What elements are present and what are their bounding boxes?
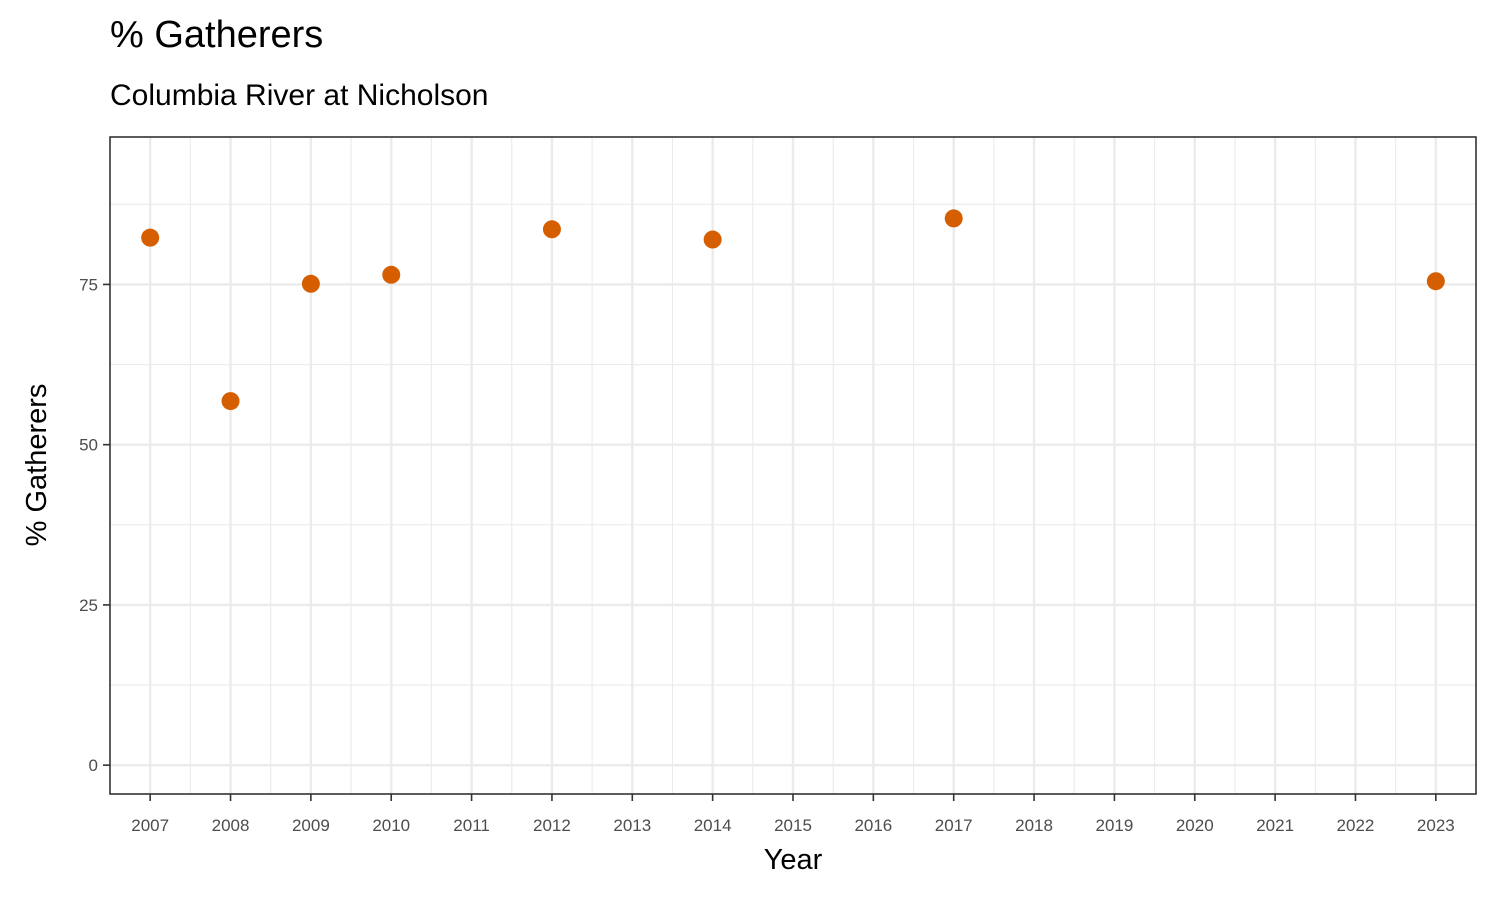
x-tick-label: 2010 bbox=[372, 816, 410, 835]
y-axis-title: % Gatherers bbox=[21, 384, 53, 547]
x-tick-label: 2020 bbox=[1176, 816, 1214, 835]
x-tick-label: 2013 bbox=[613, 816, 651, 835]
y-tick-label: 75 bbox=[79, 275, 98, 294]
chart-subtitle: Columbia River at Nicholson bbox=[110, 79, 489, 112]
minor-gridlines bbox=[110, 137, 1476, 794]
x-tick-label: 2021 bbox=[1256, 816, 1294, 835]
x-axis-title: Year bbox=[764, 844, 823, 876]
x-tick-label: 2019 bbox=[1095, 816, 1133, 835]
x-tick-label: 2023 bbox=[1417, 816, 1455, 835]
y-tick-label: 25 bbox=[79, 596, 98, 615]
y-axis: 0 25 50 75 bbox=[79, 275, 110, 775]
data-point bbox=[944, 209, 963, 228]
x-tick-label: 2007 bbox=[131, 816, 169, 835]
data-point bbox=[141, 228, 160, 247]
data-point bbox=[542, 220, 561, 239]
x-tick-label: 2015 bbox=[774, 816, 812, 835]
x-axis: 2007 2008 2009 2010 2011 2012 2013 2014 2015 2016… bbox=[131, 794, 1455, 835]
data-point bbox=[382, 265, 401, 284]
x-tick-label: 2016 bbox=[854, 816, 892, 835]
data-point bbox=[703, 230, 722, 249]
x-tick-label: 2022 bbox=[1337, 816, 1375, 835]
data-point bbox=[1426, 272, 1445, 291]
x-tick-label: 2009 bbox=[292, 816, 330, 835]
y-tick-label: 50 bbox=[79, 436, 98, 455]
data-points bbox=[141, 209, 1445, 411]
x-tick-label: 2018 bbox=[1015, 816, 1053, 835]
data-point bbox=[301, 274, 320, 293]
x-tick-label: 2017 bbox=[935, 816, 973, 835]
y-tick-label: 0 bbox=[89, 756, 98, 775]
data-point bbox=[221, 392, 240, 411]
x-tick-label: 2012 bbox=[533, 816, 571, 835]
chart-title: % Gatherers bbox=[110, 14, 324, 56]
x-tick-label: 2014 bbox=[694, 816, 732, 835]
x-tick-label: 2008 bbox=[212, 816, 250, 835]
x-tick-label: 2011 bbox=[453, 816, 490, 835]
major-gridlines bbox=[110, 137, 1476, 794]
